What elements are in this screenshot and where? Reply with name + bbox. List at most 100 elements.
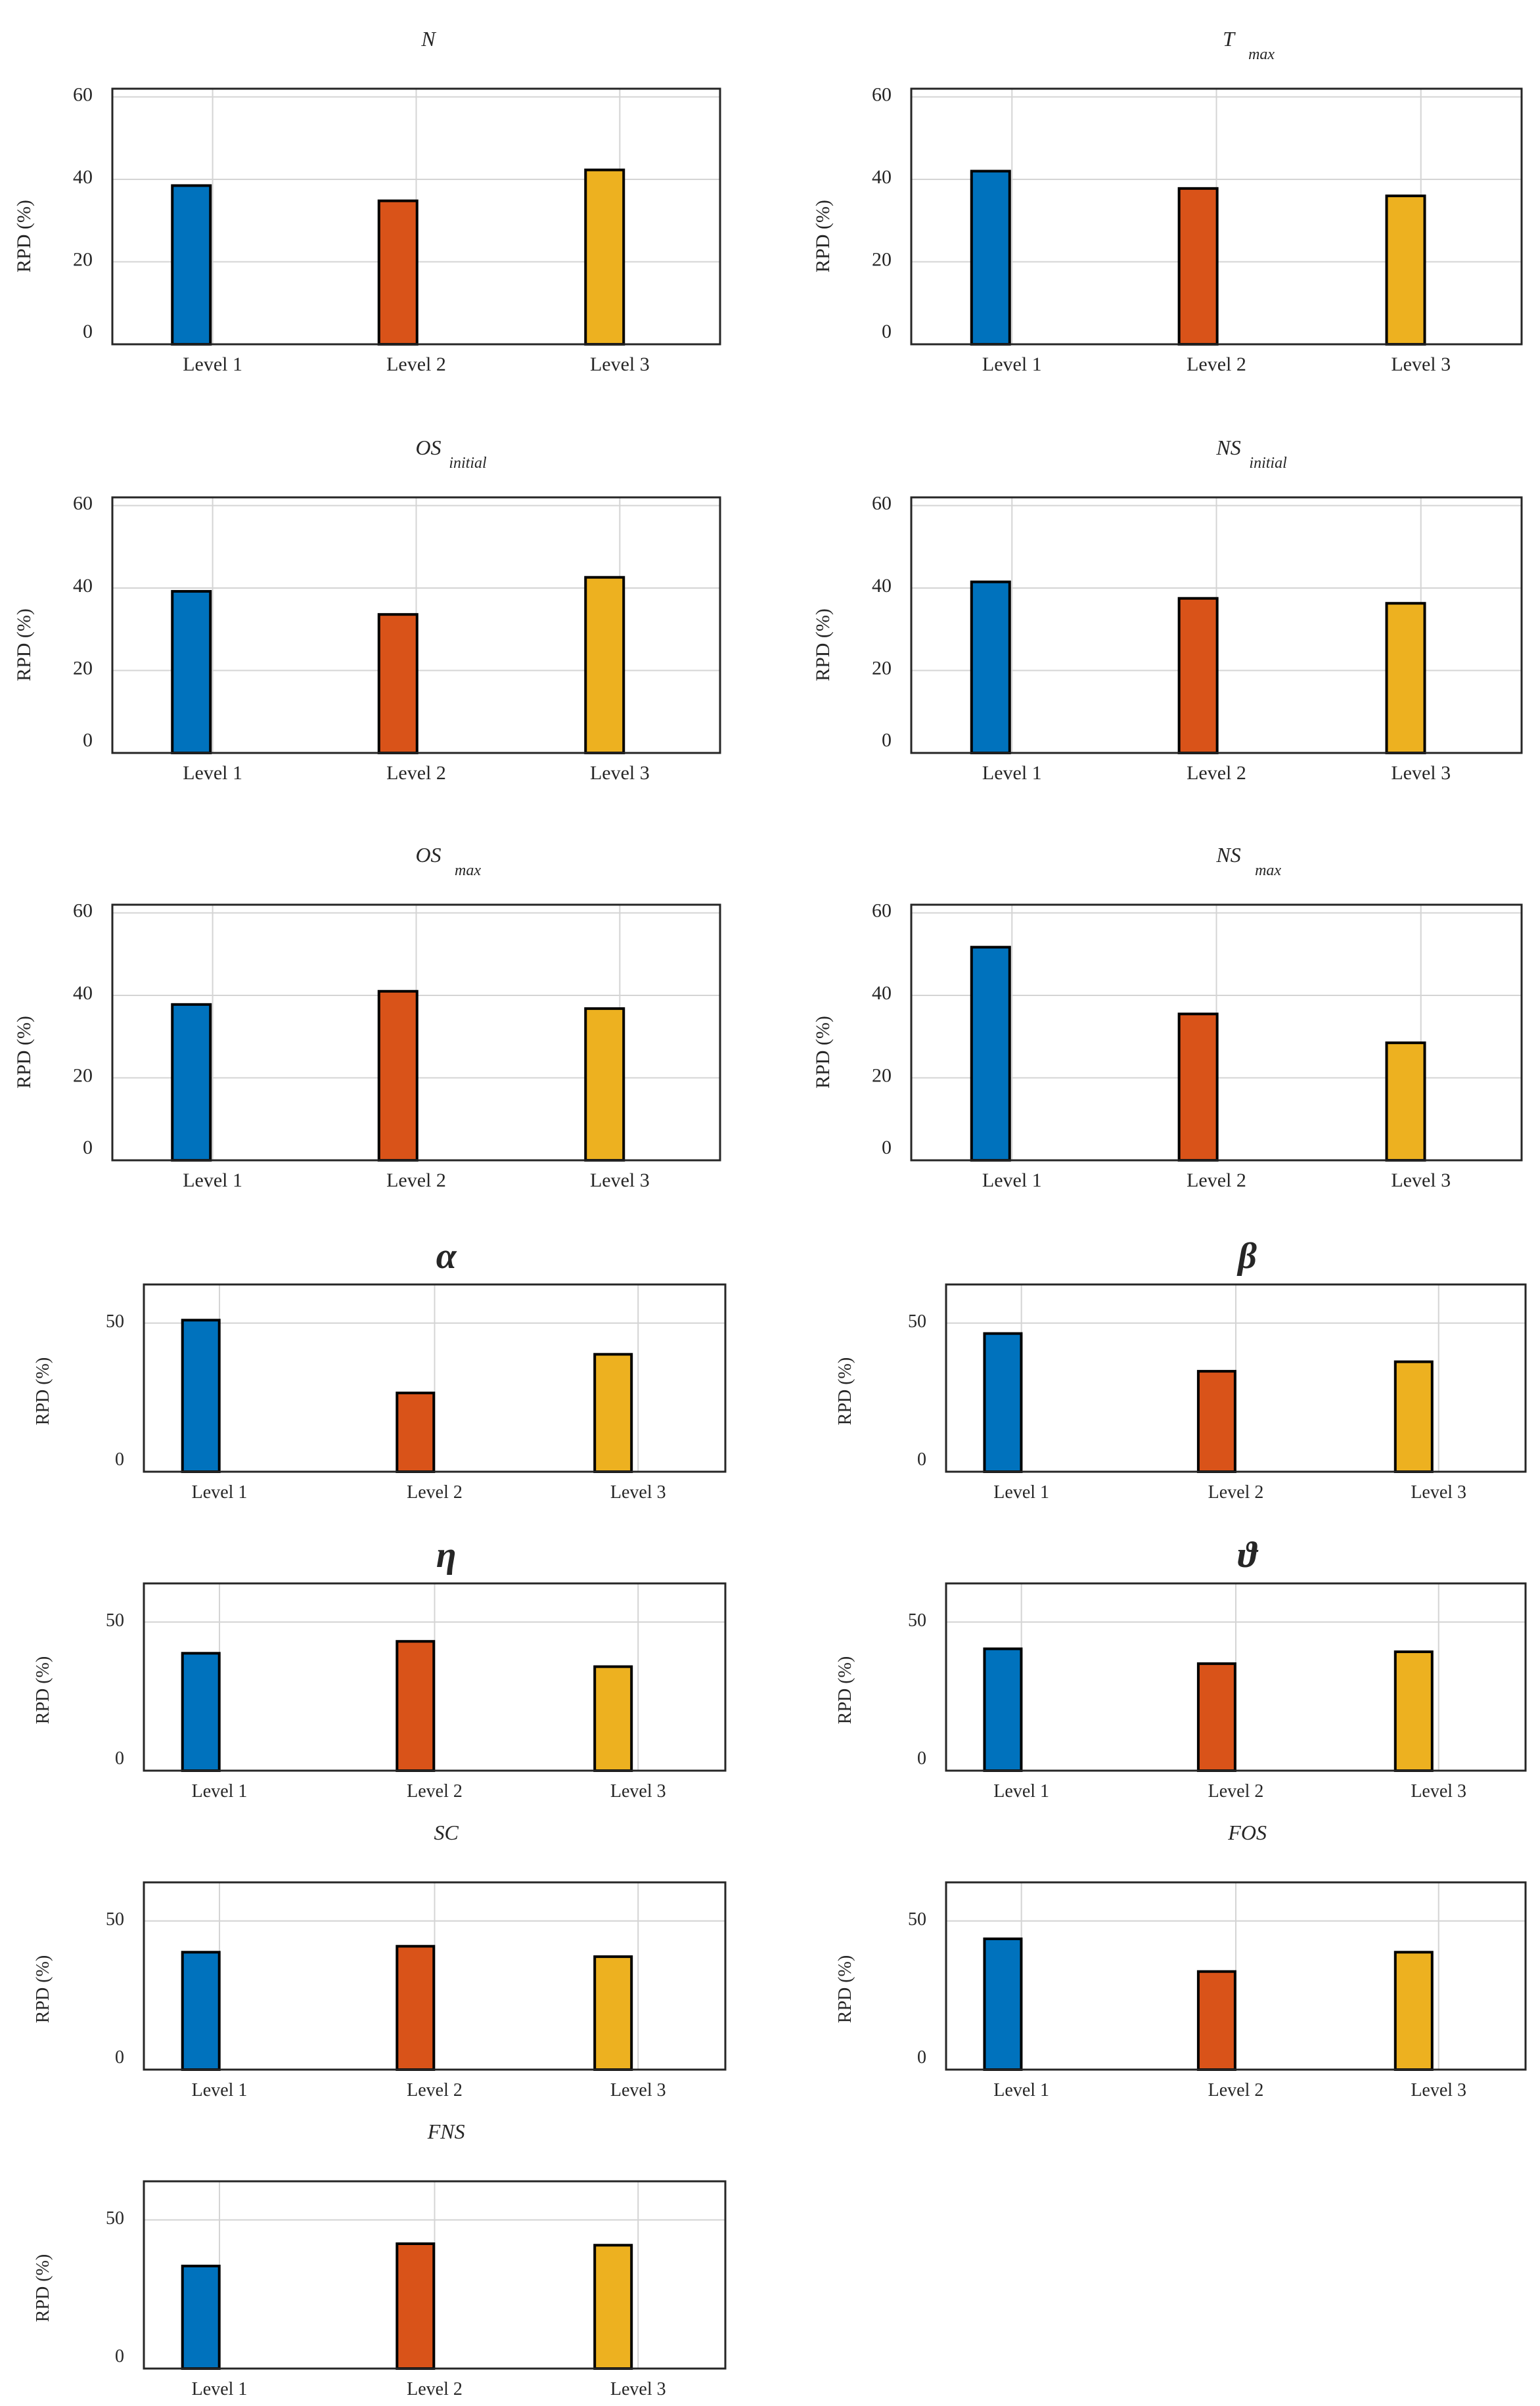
bar-level-1 [970,580,1011,754]
y-axis-label: RPD (%) [13,608,35,681]
chart-title: NS [1215,436,1240,459]
x-tick-label: Level 3 [1411,2080,1466,2100]
y-tick-label: 0 [882,321,892,342]
bar-level-1 [983,1647,1023,1773]
bar-level-1 [171,184,212,346]
bar-level-1 [983,1332,1023,1473]
chart-panel-3: 0 20 40 60 Level 1 Level 2 Level 3 RPD (%) OS ini… [13,436,721,784]
bar-level-3 [1385,602,1426,754]
y-tick-label: 20 [872,249,892,271]
y-tick-label: 40 [872,575,892,597]
axes-box [143,1582,727,1772]
y-tick-label: 50 [908,1311,926,1332]
x-tick-label: Level 2 [386,353,446,375]
x-tick-label: Level 3 [1411,1482,1466,1503]
bar-level-3 [593,2244,633,2371]
bar-level-3 [593,1353,633,1474]
x-tick-label: Level 1 [192,1482,248,1503]
y-tick-label: 0 [917,1449,926,1470]
x-tick-label: Level 1 [183,353,242,375]
x-tick-label: Level 1 [183,762,242,784]
chart-panel-4: 0 20 40 60 Level 1 Level 2 Level 3 RPD (%) NS ini… [812,436,1523,784]
chart-panel-8: 0 50 Level 1 Level 2 Level 3 RPD (%) β [835,1236,1527,1503]
x-tick-label: Level 1 [192,1781,248,1802]
axes-box [111,903,721,1162]
y-tick-label: 20 [73,1065,93,1087]
x-tick-label: Level 2 [1208,1781,1264,1802]
bar-level-3 [1385,1041,1426,1162]
y-tick-label: 0 [83,321,93,342]
x-tick-label: Level 3 [610,2080,666,2100]
x-tick-label: Level 2 [386,762,446,784]
bar-level-3 [584,576,625,754]
x-tick-label: Level 3 [590,1169,650,1191]
bar-level-3 [593,1665,633,1773]
bar-level-1 [181,1319,221,1474]
y-tick-label: 0 [115,1449,124,1470]
bar-level-3 [1393,1650,1434,1772]
bar-level-3 [1385,194,1426,346]
y-tick-label: 0 [83,729,93,751]
axes-box [910,87,1523,346]
chart-panel-11: 0 50 Level 1 Level 2 Level 3 RPD (%) SC [33,1821,727,2100]
x-tick-label: Level 1 [993,2080,1049,2100]
x-tick-label: Level 1 [192,2379,248,2399]
bar-level-2 [1177,187,1219,346]
y-tick-label: 40 [872,166,892,188]
x-tick-label: Level 3 [1391,1169,1451,1191]
bar-level-3 [1393,1951,1434,2072]
x-tick-label: Level 1 [982,353,1042,375]
bar-level-1 [970,945,1011,1162]
y-tick-label: 0 [882,729,892,751]
chart-panel-7: 0 50 Level 1 Level 2 Level 3 RPD (%) α [33,1236,727,1503]
chart-title-subscript: initial [449,455,487,472]
bar-level-2 [377,613,419,754]
y-tick-label: 20 [872,1065,892,1087]
chart-panel-6: 0 20 40 60 Level 1 Level 2 Level 3 RPD (%) NS max [812,843,1523,1191]
chart-title: SC [434,1821,459,1844]
x-tick-label: Level 1 [993,1781,1049,1802]
x-tick-label: Level 2 [1208,1482,1264,1503]
y-tick-label: 20 [73,658,93,679]
chart-title: ϑ [1238,1535,1259,1576]
y-tick-label: 40 [73,166,93,188]
chart-title-subscript: initial [1249,455,1287,472]
chart-title: OS [415,843,441,867]
axes-box [945,1881,1527,2071]
y-tick-label: 60 [73,493,93,514]
x-tick-label: Level 1 [982,762,1042,784]
chart-panel-10: 0 50 Level 1 Level 2 Level 3 RPD (%) ϑ [835,1535,1527,1802]
x-tick-label: Level 2 [1187,762,1246,784]
x-tick-label: Level 2 [386,1169,446,1191]
y-tick-label: 0 [115,2346,124,2367]
x-tick-label: Level 2 [407,1781,463,1802]
y-tick-label: 50 [106,2208,124,2229]
y-tick-label: 40 [872,982,892,1004]
y-tick-label: 50 [106,1610,124,1631]
x-tick-label: Level 3 [590,762,650,784]
y-axis-label: RPD (%) [33,1357,53,1425]
bar-level-3 [1393,1360,1434,1474]
y-tick-label: 0 [115,1748,124,1769]
bar-level-2 [396,1945,436,2072]
axes-box [143,2180,727,2370]
chart-title-subscript: max [1248,46,1275,63]
y-axis-label: RPD (%) [812,608,834,681]
x-tick-label: Level 2 [407,2379,463,2399]
chart-panel-5: 0 20 40 60 Level 1 Level 2 Level 3 RPD (%) OS max [13,843,721,1191]
axes-box [143,1283,727,1473]
y-tick-label: 60 [872,493,892,514]
bar-level-1 [171,1003,212,1162]
axes-box [111,87,721,346]
axes-box [111,496,721,754]
chart-title: β [1236,1236,1257,1277]
bar-level-2 [1177,597,1219,754]
bar-level-1 [970,170,1011,346]
bar-level-2 [1196,1370,1236,1473]
x-tick-label: Level 3 [610,1781,666,1802]
x-tick-label: Level 2 [407,2080,463,2100]
axes-box [910,496,1523,754]
y-axis-label: RPD (%) [33,1656,53,1724]
